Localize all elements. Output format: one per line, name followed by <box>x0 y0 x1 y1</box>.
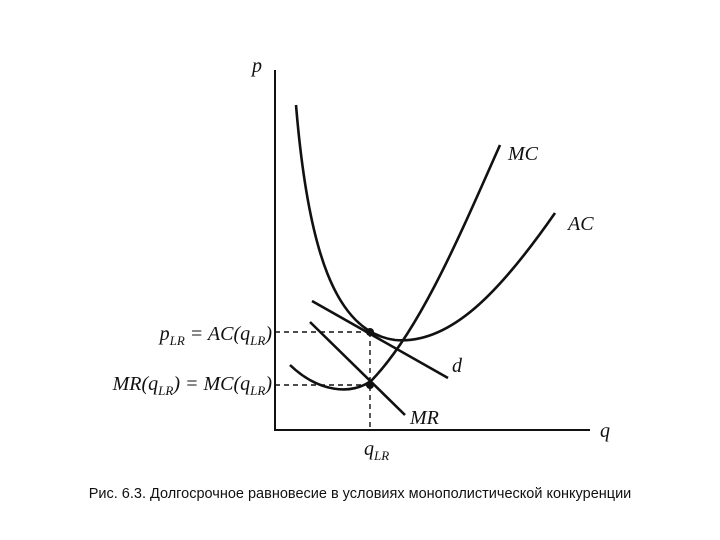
label-part: ) <box>264 373 272 395</box>
label-part: MR(q <box>112 373 159 395</box>
caption: Рис. 6.3. Долгосрочное равновесие в усло… <box>89 486 632 502</box>
d-label: d <box>452 355 463 377</box>
subscript: LR <box>169 333 185 348</box>
subscript: LR <box>373 448 389 463</box>
x-axis-label: q <box>600 420 610 442</box>
price-level-label: pLR = AC(qLR) <box>158 323 273 348</box>
label-part: ) <box>264 323 272 345</box>
label-part: ) = MC(q <box>172 373 250 395</box>
label-part: q <box>364 438 374 460</box>
y-axis-label: p <box>250 55 262 77</box>
revenue-level-label: MR(qLR) = MC(qLR) <box>112 373 273 398</box>
subscript: LR <box>249 333 265 348</box>
quantity-label: qLR <box>364 438 389 463</box>
mc-curve <box>289 144 502 391</box>
label-part: p <box>158 323 170 345</box>
label-part: = AC(q <box>185 323 250 345</box>
mr-curve <box>309 321 406 416</box>
subscript: LR <box>249 383 265 398</box>
equilibrium-point <box>366 328 374 336</box>
ac-label: AC <box>566 213 594 235</box>
mr-label: MR <box>409 407 439 429</box>
mc-label: MC <box>507 143 539 165</box>
d-curve <box>311 299 449 380</box>
subscript: LR <box>157 383 173 398</box>
ac-curve <box>294 104 557 342</box>
mr-mc-point <box>366 381 374 389</box>
